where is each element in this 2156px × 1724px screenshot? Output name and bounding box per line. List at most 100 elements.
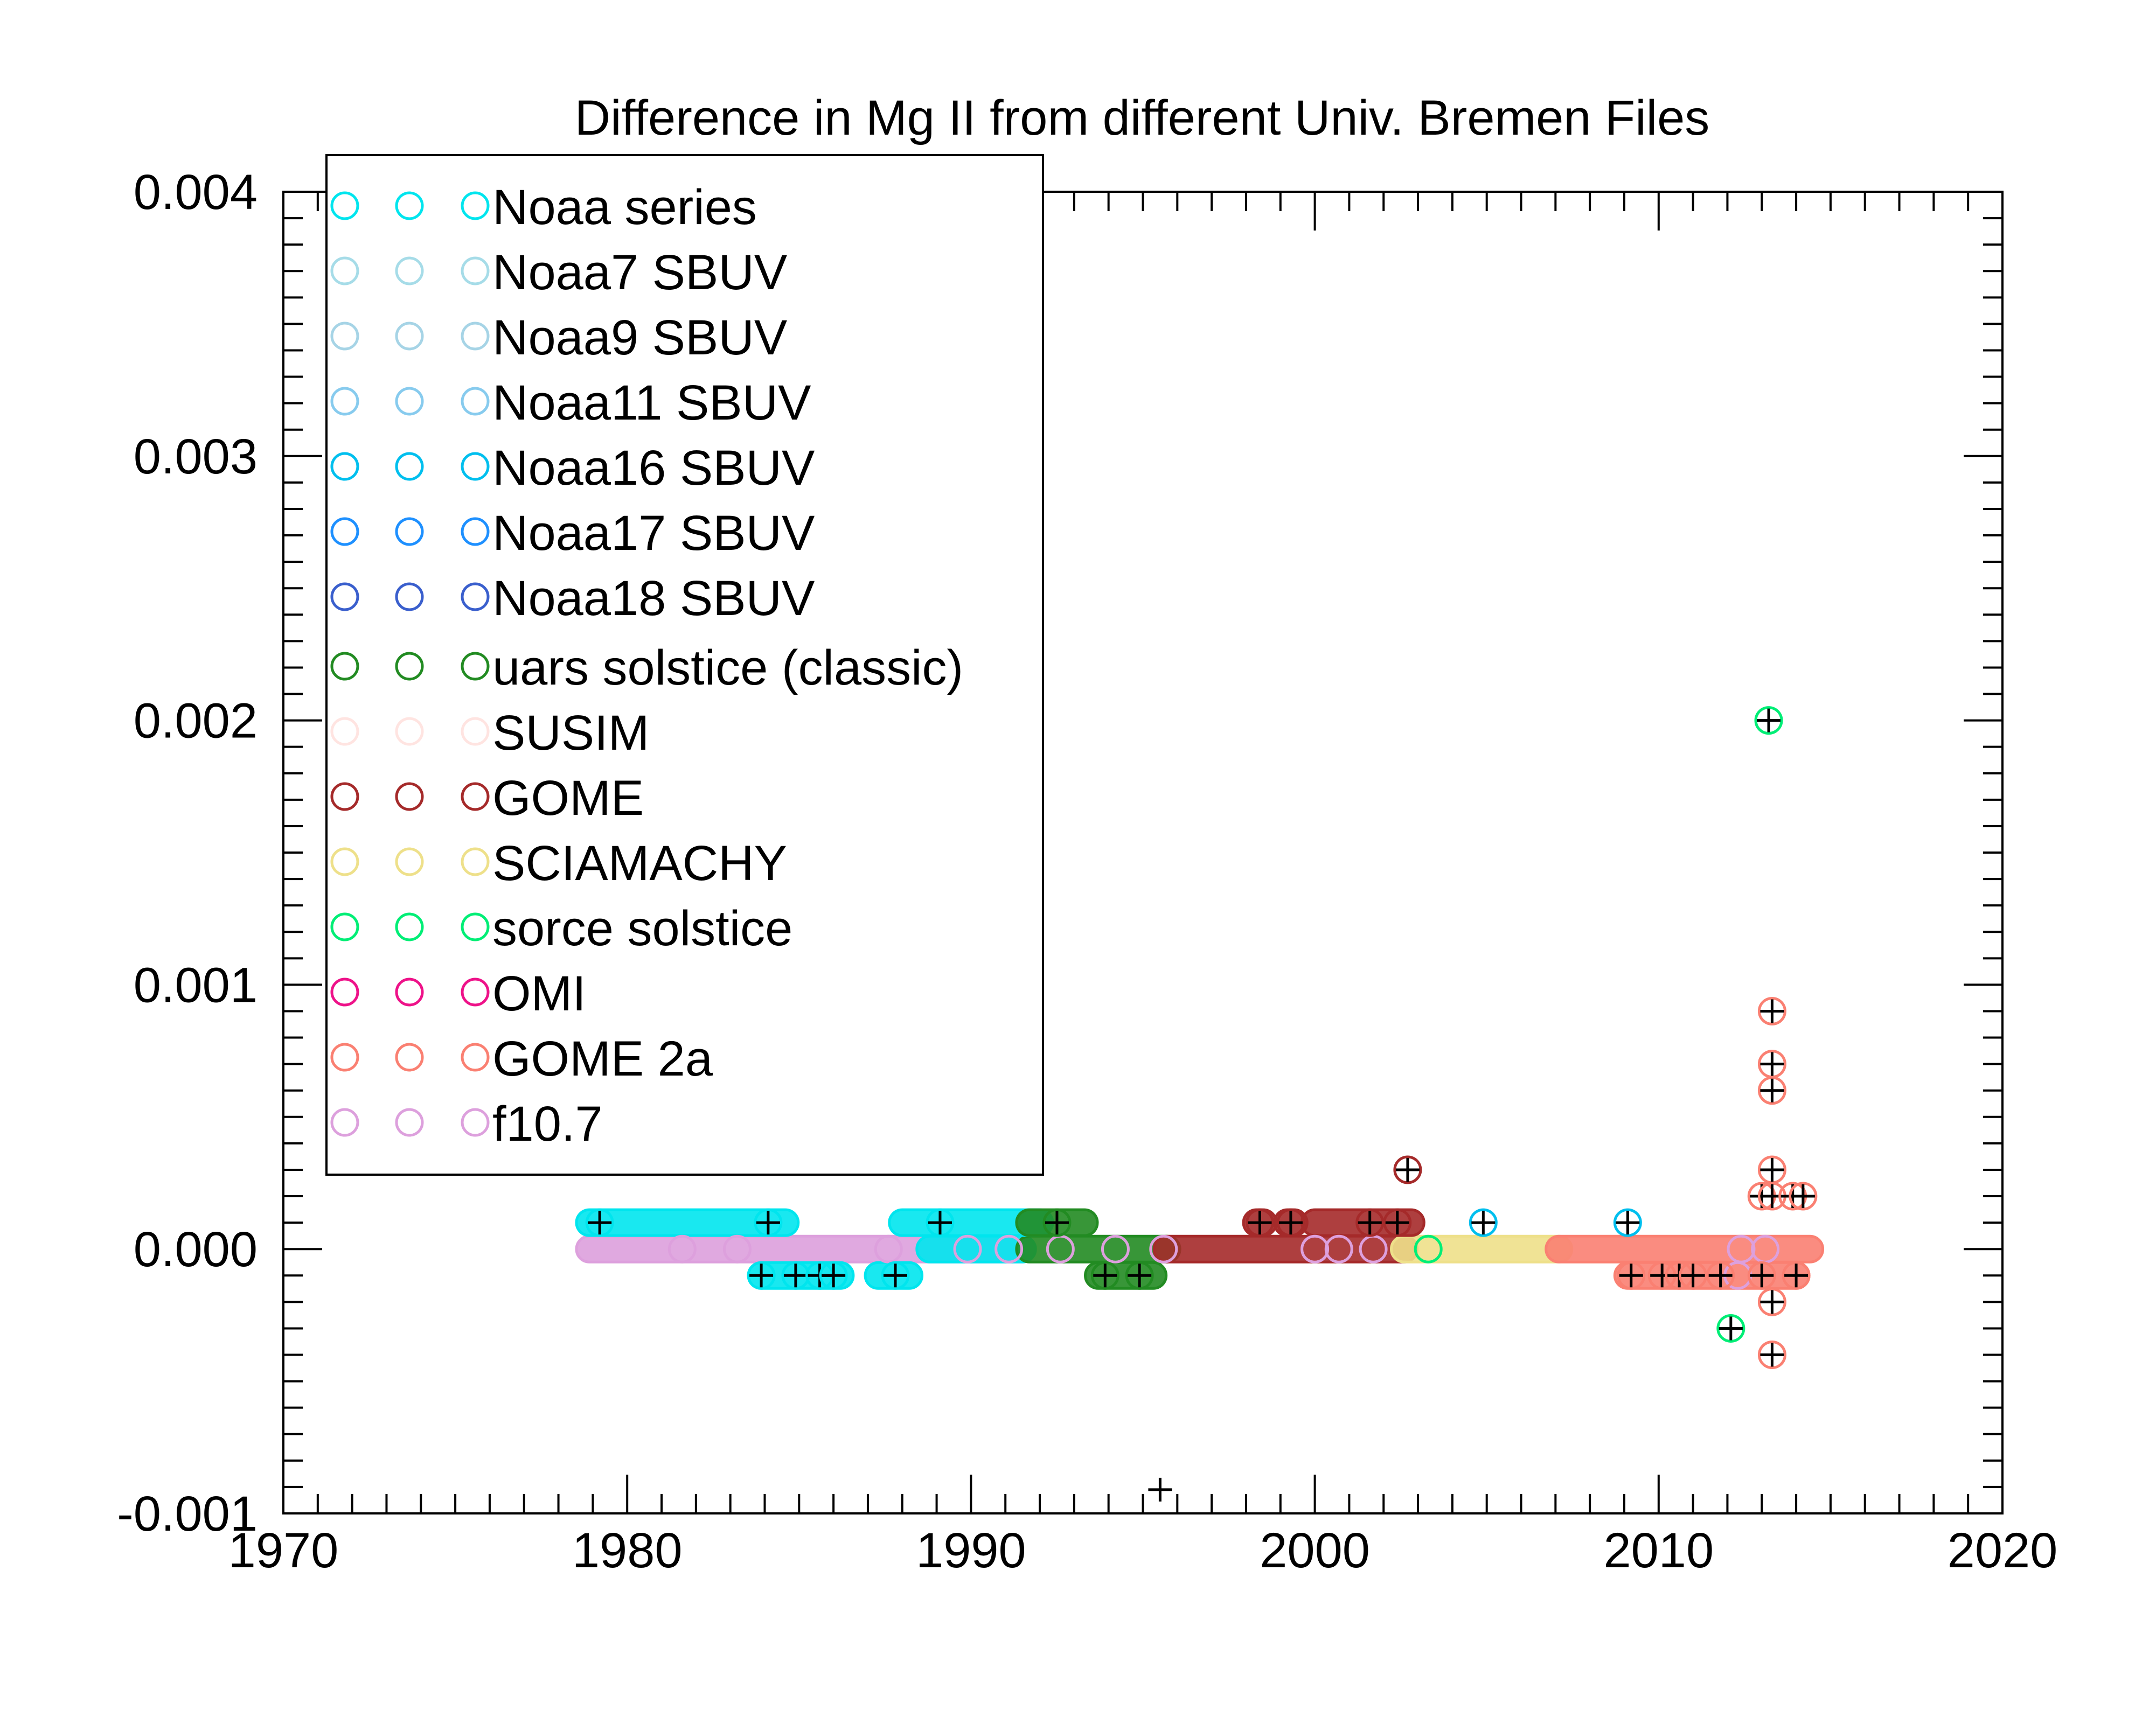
legend-marker — [395, 1043, 424, 1072]
legend: Noaa series Noaa7 SBUV Noaa9 SBUV Noaa11 SB… — [325, 154, 1044, 1176]
data-marks — [575, 706, 1825, 1502]
legend-label: Noaa series — [492, 180, 757, 235]
legend-item: Noaa11 SBUV — [330, 375, 811, 430]
legend-marker — [461, 517, 490, 546]
legend-marker — [395, 978, 424, 1007]
y-tick-label-3: 0.002 — [134, 694, 258, 749]
legend-item: uars solstice (classic) — [330, 640, 963, 695]
legend-item: OMI — [330, 966, 586, 1021]
marked-point-4 — [1757, 1155, 1786, 1184]
open-point-8 — [1300, 1234, 1330, 1264]
legend-label: Noaa7 SBUV — [492, 245, 787, 300]
legend-label: GOME — [492, 771, 644, 826]
marked-point-18 — [926, 1208, 955, 1237]
open-point-11 — [1414, 1234, 1443, 1264]
legend-marker — [395, 652, 424, 681]
x-tick-label-1990: 1990 — [916, 1523, 1026, 1578]
x-tick-label-1970: 1970 — [228, 1523, 339, 1578]
legend-marker — [461, 717, 490, 746]
legend-marker — [330, 1043, 359, 1072]
y-tick-label-1: 0.000 — [134, 1222, 258, 1277]
legend-marker — [461, 322, 490, 351]
legend-marker — [330, 847, 359, 876]
legend-marker — [395, 582, 424, 611]
open-point-6 — [1101, 1234, 1130, 1264]
legend-label: sorce solstice — [492, 901, 792, 956]
open-point-3 — [953, 1234, 982, 1264]
legend-marker — [330, 912, 359, 941]
open-point-1 — [722, 1234, 752, 1264]
legend-box — [325, 154, 1044, 1176]
marked-point-0 — [1754, 706, 1783, 735]
legend-label: Noaa16 SBUV — [492, 441, 815, 495]
marked-point-33 — [1782, 1261, 1811, 1290]
legend-item: f10.7 — [330, 1097, 603, 1151]
chart-title: Difference in Mg II from different Univ.… — [575, 90, 1710, 145]
legend-item: Noaa18 SBUV — [330, 571, 815, 626]
marked-point-9 — [1393, 1155, 1422, 1184]
legend-marker — [461, 1108, 490, 1137]
legend-item: SCIAMACHY — [330, 836, 787, 891]
legend-marker — [461, 387, 490, 416]
legend-marker — [461, 912, 490, 941]
marked-point-35 — [1716, 1314, 1745, 1343]
marked-point-12 — [1245, 1208, 1274, 1237]
plus-point-0 — [1148, 1477, 1172, 1502]
legend-marker — [330, 782, 359, 811]
open-point-9 — [1324, 1234, 1353, 1264]
legend-marker — [461, 978, 490, 1007]
marked-point-24 — [881, 1261, 910, 1290]
legend-marker — [395, 517, 424, 546]
marked-point-23 — [819, 1261, 848, 1290]
legend-marker — [461, 1043, 490, 1072]
legend-marker — [395, 387, 424, 416]
legend-marker — [461, 582, 490, 611]
y-tick-label-5: 0.004 — [134, 165, 258, 220]
legend-item: GOME 2a — [330, 1031, 713, 1086]
open-point-4 — [994, 1234, 1024, 1264]
y-tick-label-4: 0.003 — [134, 429, 258, 484]
legend-label: OMI — [492, 966, 586, 1021]
legend-marker — [330, 978, 359, 1007]
legend-item: Noaa7 SBUV — [330, 245, 787, 300]
legend-marker — [330, 652, 359, 681]
open-point-2 — [874, 1234, 903, 1264]
series-band-3-0 — [1152, 1234, 1419, 1264]
legend-marker — [330, 582, 359, 611]
legend-marker — [330, 387, 359, 416]
legend-marker — [330, 256, 359, 285]
legend-label: SCIAMACHY — [492, 836, 787, 891]
legend-marker — [395, 191, 424, 220]
marked-point-21 — [781, 1261, 810, 1290]
series-band-6-0 — [575, 1208, 800, 1237]
legend-marker — [395, 717, 424, 746]
legend-marker — [395, 847, 424, 876]
legend-marker — [395, 912, 424, 941]
axis-tick-labels: 1970 1980 1990 2000 2010 2020 -0.001 0.000 0.001… — [117, 165, 2057, 1578]
y-tick-label-0: -0.001 — [117, 1486, 258, 1541]
legend-marker — [461, 452, 490, 481]
legend-label: Noaa18 SBUV — [492, 571, 815, 626]
legend-item: Noaa16 SBUV — [330, 441, 815, 495]
x-tick-label-2000: 2000 — [1260, 1523, 1370, 1578]
legend-marker — [395, 782, 424, 811]
legend-label: uars solstice (classic) — [492, 640, 963, 695]
legend-marker — [395, 452, 424, 481]
series-band-5-0 — [1545, 1234, 1825, 1264]
x-tick-label-1980: 1980 — [572, 1523, 683, 1578]
marked-point-15 — [1383, 1208, 1412, 1237]
marked-point-26 — [1125, 1261, 1154, 1290]
marked-point-3 — [1757, 1076, 1786, 1105]
marked-point-14 — [1355, 1208, 1385, 1237]
marked-point-10 — [1469, 1208, 1498, 1237]
legend-item: SUSIM — [330, 706, 649, 760]
legend-marker — [330, 452, 359, 481]
x-tick-label-2010: 2010 — [1603, 1523, 1714, 1578]
marked-point-2 — [1757, 1050, 1786, 1079]
marked-point-13 — [1276, 1208, 1305, 1237]
open-point-0 — [667, 1234, 697, 1264]
legend-label: Noaa11 SBUV — [492, 375, 811, 430]
legend-marker — [461, 652, 490, 681]
marked-point-31 — [1706, 1261, 1735, 1290]
